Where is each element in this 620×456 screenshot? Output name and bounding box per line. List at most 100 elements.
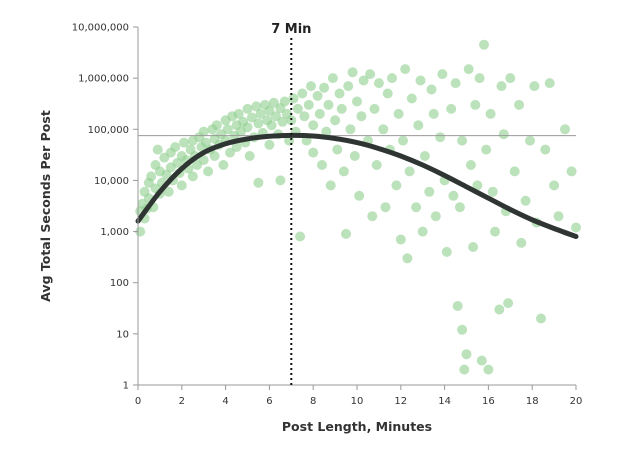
x-axis-title: Post Length, Minutes: [282, 419, 432, 434]
scatter-point-179: [509, 166, 520, 177]
scatter-point-104: [327, 73, 338, 84]
scatter-point-188: [544, 78, 555, 89]
scatter-point-26: [176, 180, 187, 191]
scatter-point-151: [446, 103, 457, 114]
scatter-point-82: [279, 96, 290, 107]
scatter-point-112: [345, 124, 356, 135]
scatter-point-161: [465, 160, 476, 170]
scatter-point-98: [314, 108, 325, 119]
scatter-point-118: [358, 75, 369, 86]
scatter-point-145: [428, 108, 439, 119]
scatter-point-150: [441, 246, 452, 257]
scatter-point-69: [255, 108, 266, 119]
scatter-point-111: [343, 81, 354, 92]
scatter-point-74: [264, 105, 275, 116]
scatter-point-66: [251, 101, 262, 112]
x-tick-label-7: 14: [438, 396, 451, 407]
scatter-point-37: [198, 155, 209, 166]
scatter-point-108: [336, 103, 347, 114]
scatter-point-17: [161, 169, 172, 180]
scatter-point-113: [347, 67, 358, 78]
scatter-point-91: [299, 111, 310, 122]
scatter-point-158: [459, 364, 470, 375]
scatter-point-132: [395, 234, 406, 245]
scatter-point-148: [437, 69, 448, 80]
scatter-point-105: [330, 115, 341, 126]
scatter-point-56: [231, 142, 242, 152]
scatter-point-89: [295, 231, 306, 242]
scatter-point-97: [312, 90, 323, 101]
scatter-point-101: [321, 126, 332, 137]
scatter-point-8: [146, 171, 157, 182]
scatter-point-189: [549, 180, 560, 191]
scatter-point-96: [308, 147, 319, 158]
scatter-point-191: [560, 124, 570, 135]
scatter-point-22: [170, 142, 181, 152]
scatter-point-172: [490, 226, 500, 237]
scatter-point-68: [253, 177, 264, 188]
scatter-point-18: [163, 186, 174, 197]
scatter-point-86: [288, 93, 299, 104]
scatter-point-103: [325, 180, 336, 191]
scatter-point-115: [352, 96, 362, 107]
scatter-point-116: [354, 190, 365, 201]
scatter-point-184: [529, 81, 540, 92]
scatter-point-57: [233, 108, 244, 119]
scatter-point-45: [211, 120, 222, 131]
scatter-point-67: [253, 118, 264, 129]
scatter-point-153: [450, 78, 461, 89]
scatter-point-143: [424, 186, 435, 197]
scatter-point-164: [472, 180, 483, 191]
scatter-point-106: [332, 144, 343, 155]
scatter-point-38: [198, 126, 209, 137]
scatter-point-77: [271, 111, 281, 122]
x-tick-label-5: 10: [351, 396, 364, 407]
scatter-point-135: [402, 253, 413, 264]
scatter-point-95: [308, 120, 319, 131]
y-tick-label-3: 1,000: [100, 227, 129, 238]
scatter-point-165: [474, 73, 485, 84]
scatter-point-138: [411, 202, 422, 213]
scatter-point-130: [391, 180, 402, 191]
scatter-point-127: [382, 88, 393, 99]
scatter-point-155: [454, 202, 465, 213]
x-tick-label-4: 8: [310, 396, 316, 407]
scatter-point-125: [378, 124, 389, 135]
scatter-point-100: [319, 82, 330, 93]
scatter-point-44: [209, 151, 220, 161]
scatter-point-180: [514, 99, 525, 110]
scatter-point-193: [571, 222, 581, 233]
scatter-point-129: [387, 73, 397, 84]
scatter-point-85: [286, 115, 297, 126]
scatter-point-61: [242, 103, 253, 114]
scatter-point-32: [187, 171, 198, 182]
scatter-point-117: [356, 111, 367, 122]
scatter-point-175: [498, 129, 509, 140]
scatter-point-110: [341, 228, 351, 239]
scatter-point-178: [505, 73, 516, 84]
scatter-point-75: [266, 120, 277, 131]
scatter-point-141: [417, 226, 428, 237]
y-tick-label-6: 1,000,000: [78, 74, 129, 85]
x-tick-label-3: 6: [266, 396, 272, 407]
scatter-point-152: [448, 190, 459, 201]
scatter-point-163: [470, 99, 481, 110]
scatter-point-144: [426, 84, 437, 95]
scatter-point-140: [415, 75, 426, 86]
scatter-point-120: [365, 69, 376, 80]
y-axis-title: Avg Total Seconds Per Post: [38, 110, 53, 302]
scatter-point-190: [553, 211, 564, 222]
scatter-point-166: [476, 355, 487, 366]
y-tick-label-1: 10: [116, 329, 129, 340]
tick-marks: 1101001,00010,000100,0001,000,00010,000,…: [72, 23, 583, 408]
scatter-point-159: [461, 349, 472, 360]
scatter-point-94: [306, 81, 316, 92]
scatter-point-51: [222, 124, 233, 135]
scatter-point-187: [540, 144, 551, 155]
scatter-point-186: [536, 313, 546, 324]
scatter-point-73: [264, 139, 275, 150]
scatter-point-12: [152, 144, 163, 155]
scatter-point-107: [334, 88, 345, 99]
scatter-point-27: [179, 137, 189, 148]
